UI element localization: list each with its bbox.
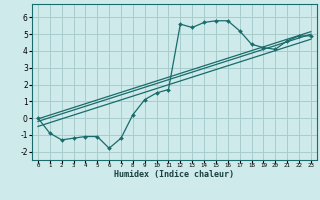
X-axis label: Humidex (Indice chaleur): Humidex (Indice chaleur) (115, 170, 234, 179)
